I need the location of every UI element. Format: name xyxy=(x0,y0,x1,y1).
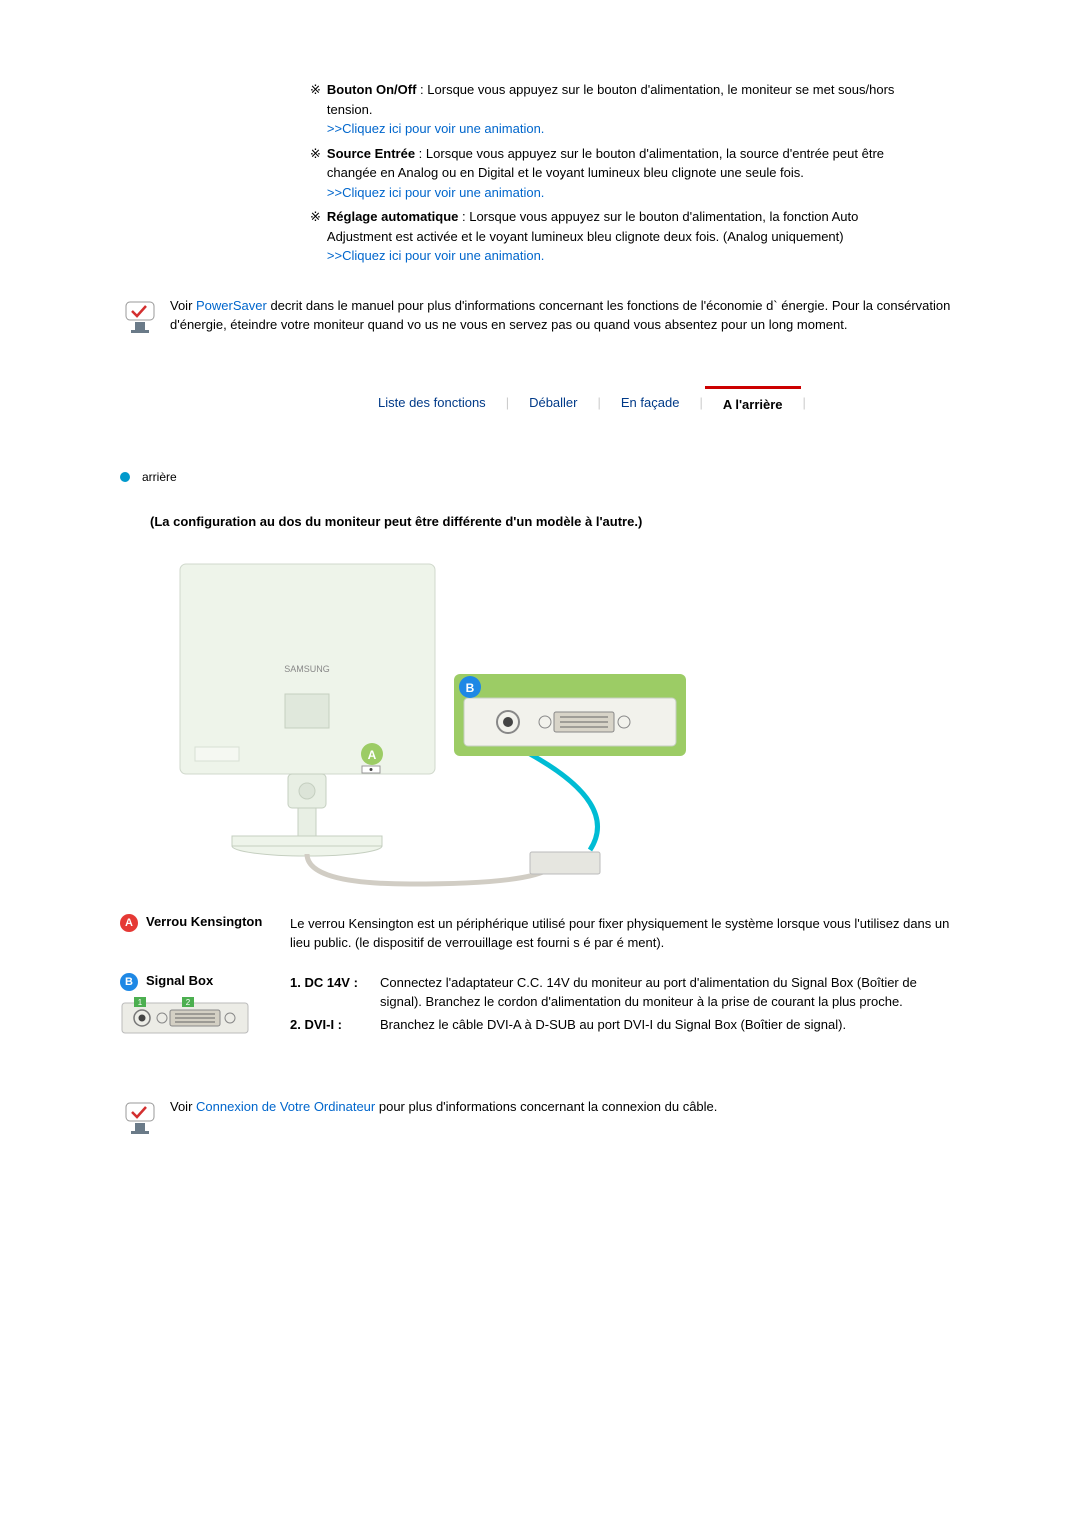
svg-text:A: A xyxy=(368,748,377,762)
note-post: decrit dans le manuel pour plus d'inform… xyxy=(170,298,950,333)
subspec-label: 2. DVI-I : xyxy=(290,1015,380,1035)
rear-specs: A Verrou Kensington Le verrou Kensington… xyxy=(120,914,960,1038)
feature-title: Réglage automatique xyxy=(327,209,458,224)
spec-row-kensington: A Verrou Kensington Le verrou Kensington… xyxy=(120,914,960,953)
spec-desc: Le verrou Kensington est un périphérique… xyxy=(290,914,960,953)
subspec-text: Branchez le câble DVI-A à D-SUB au port … xyxy=(380,1015,960,1035)
feature-list: ※ Bouton On/Off : Lorsque vous appuyez s… xyxy=(310,80,920,266)
spec-row-signalbox: B Signal Box xyxy=(120,973,960,1038)
powersaver-note: Voir PowerSaver decrit dans le manuel po… xyxy=(120,296,960,336)
nav-tabs: Liste des fonctions | Déballer | En faça… xyxy=(360,386,960,420)
svg-text:B: B xyxy=(466,681,475,695)
bullet-marker: ※ xyxy=(310,144,321,203)
monitor-rear-figure: SAMSUNG A xyxy=(150,554,960,894)
animation-link[interactable]: >>Cliquez ici pour voir une animation. xyxy=(327,248,545,263)
config-note: (La configuration au dos du moniteur peu… xyxy=(150,514,960,529)
subspec-dvi: 2. DVI-I : Branchez le câble DVI-A à D-S… xyxy=(290,1015,960,1035)
feature-sep: : xyxy=(458,209,469,224)
feature-body: Réglage automatique : Lorsque vous appuy… xyxy=(327,207,920,266)
tab-separator: | xyxy=(596,395,603,410)
connexion-note: Voir Connexion de Votre Ordinateur pour … xyxy=(120,1097,960,1137)
animation-link[interactable]: >>Cliquez ici pour voir une animation. xyxy=(327,121,545,136)
spec-label: Signal Box xyxy=(146,973,213,988)
feature-sep: : xyxy=(416,82,427,97)
svg-text:2: 2 xyxy=(186,998,191,1007)
signal-box-thumb: 1 2 xyxy=(120,997,250,1037)
label-b-icon: B xyxy=(120,973,138,991)
feature-body: Source Entrée : Lorsque vous appuyez sur… xyxy=(327,144,920,203)
bullet-marker: ※ xyxy=(310,207,321,266)
spec-label: Verrou Kensington xyxy=(146,914,262,929)
connexion-link[interactable]: Connexion de Votre Ordinateur xyxy=(196,1099,375,1114)
connexion-text: Voir Connexion de Votre Ordinateur pour … xyxy=(170,1097,960,1117)
feature-item: ※ Bouton On/Off : Lorsque vous appuyez s… xyxy=(310,80,920,139)
note-post: pour plus d'informations concernant la c… xyxy=(375,1099,717,1114)
tab-en-facade[interactable]: En façade xyxy=(603,387,698,418)
feature-item: ※ Réglage automatique : Lorsque vous app… xyxy=(310,207,920,266)
svg-text:SAMSUNG: SAMSUNG xyxy=(284,664,330,674)
svg-text:1: 1 xyxy=(138,998,143,1007)
animation-link[interactable]: >>Cliquez ici pour voir une animation. xyxy=(327,185,545,200)
note-pre: Voir xyxy=(170,1099,196,1114)
subspec-label: 1. DC 14V : xyxy=(290,973,380,1012)
feature-sep: : xyxy=(415,146,426,161)
tab-separator: | xyxy=(801,395,808,410)
feature-title: Bouton On/Off xyxy=(327,82,417,97)
section-heading: arrière xyxy=(120,470,960,484)
bullet-marker: ※ xyxy=(310,80,321,139)
tip-icon xyxy=(120,1097,160,1137)
note-pre: Voir xyxy=(170,298,196,313)
feature-item: ※ Source Entrée : Lorsque vous appuyez s… xyxy=(310,144,920,203)
tab-separator: | xyxy=(697,395,704,410)
subspec-dc14v: 1. DC 14V : Connectez l'adaptateur C.C. … xyxy=(290,973,960,1012)
tab-separator: | xyxy=(504,395,511,410)
tab-deballer[interactable]: Déballer xyxy=(511,387,595,418)
tab-liste-fonctions[interactable]: Liste des fonctions xyxy=(360,387,504,418)
powersaver-text: Voir PowerSaver decrit dans le manuel po… xyxy=(170,296,960,335)
feature-body: Bouton On/Off : Lorsque vous appuyez sur… xyxy=(327,80,920,139)
subspec-text: Connectez l'adaptateur C.C. 14V du monit… xyxy=(380,973,960,1012)
section-title: arrière xyxy=(142,470,177,484)
label-a-icon: A xyxy=(120,914,138,932)
spec-desc: 1. DC 14V : Connectez l'adaptateur C.C. … xyxy=(290,973,960,1038)
powersaver-link[interactable]: PowerSaver xyxy=(196,298,267,313)
section-dot-icon xyxy=(120,472,130,482)
tab-a-larriere[interactable]: A l'arrière xyxy=(705,386,801,420)
feature-title: Source Entrée xyxy=(327,146,415,161)
tip-icon xyxy=(120,296,160,336)
